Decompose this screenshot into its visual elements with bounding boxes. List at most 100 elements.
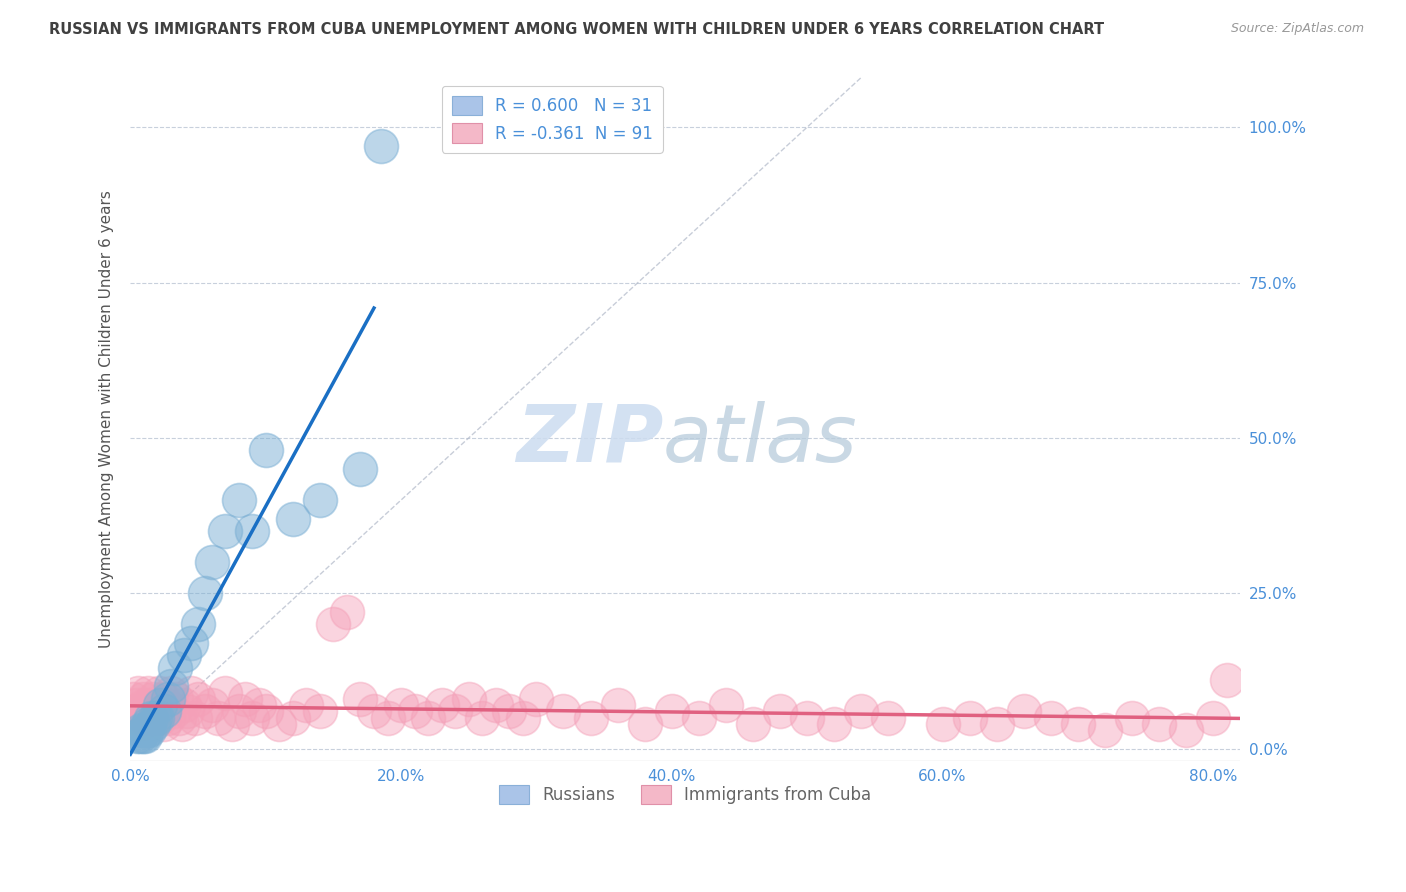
Point	[526, 692, 548, 706]
Point	[512, 710, 534, 724]
Point	[139, 710, 162, 724]
Point	[132, 723, 155, 737]
Point	[214, 686, 236, 700]
Point	[370, 138, 392, 153]
Point	[1039, 710, 1062, 724]
Point	[1147, 716, 1170, 731]
Point	[143, 710, 166, 724]
Point	[131, 729, 153, 743]
Point	[404, 704, 426, 718]
Point	[1094, 723, 1116, 737]
Point	[579, 710, 602, 724]
Point	[136, 716, 159, 731]
Point	[389, 698, 412, 713]
Text: atlas: atlas	[664, 401, 858, 479]
Point	[1202, 710, 1225, 724]
Point	[155, 698, 177, 713]
Point	[153, 704, 176, 718]
Point	[134, 698, 156, 713]
Point	[986, 716, 1008, 731]
Point	[150, 704, 173, 718]
Point	[322, 617, 344, 632]
Point	[187, 617, 209, 632]
Text: ZIP: ZIP	[516, 401, 664, 479]
Point	[129, 723, 152, 737]
Point	[125, 698, 148, 713]
Point	[141, 710, 163, 724]
Point	[606, 698, 628, 713]
Point	[823, 716, 845, 731]
Point	[136, 686, 159, 700]
Point	[742, 716, 765, 731]
Point	[145, 710, 167, 724]
Point	[131, 692, 153, 706]
Point	[207, 710, 229, 724]
Point	[132, 710, 155, 724]
Point	[377, 710, 399, 724]
Point	[173, 648, 195, 663]
Point	[457, 692, 479, 706]
Point	[187, 692, 209, 706]
Point	[254, 443, 277, 458]
Point	[135, 704, 157, 718]
Point	[127, 729, 149, 743]
Point	[553, 704, 575, 718]
Point	[160, 686, 183, 700]
Point	[228, 493, 250, 508]
Point	[661, 704, 683, 718]
Point	[336, 605, 359, 619]
Point	[127, 686, 149, 700]
Point	[1121, 710, 1143, 724]
Point	[769, 704, 792, 718]
Point	[194, 704, 217, 718]
Point	[124, 704, 146, 718]
Point	[235, 692, 257, 706]
Point	[269, 716, 291, 731]
Point	[498, 704, 520, 718]
Point	[149, 698, 172, 713]
Point	[139, 698, 162, 713]
Point	[485, 698, 508, 713]
Point	[931, 716, 953, 731]
Point	[959, 710, 981, 724]
Point	[200, 698, 222, 713]
Point	[1175, 723, 1198, 737]
Point	[200, 555, 222, 569]
Point	[1067, 716, 1090, 731]
Point	[165, 692, 187, 706]
Text: RUSSIAN VS IMMIGRANTS FROM CUBA UNEMPLOYMENT AMONG WOMEN WITH CHILDREN UNDER 6 Y: RUSSIAN VS IMMIGRANTS FROM CUBA UNEMPLOY…	[49, 22, 1104, 37]
Point	[134, 729, 156, 743]
Point	[247, 698, 270, 713]
Point	[363, 704, 385, 718]
Point	[153, 716, 176, 731]
Point	[308, 493, 330, 508]
Point	[122, 692, 145, 706]
Point	[148, 686, 170, 700]
Point	[308, 704, 330, 718]
Point	[796, 710, 818, 724]
Point	[714, 698, 737, 713]
Point	[176, 704, 198, 718]
Point	[142, 716, 165, 731]
Point	[281, 710, 304, 724]
Point	[221, 716, 243, 731]
Point	[281, 511, 304, 525]
Point	[418, 710, 440, 724]
Point	[240, 524, 263, 538]
Point	[146, 710, 169, 724]
Point	[688, 710, 710, 724]
Point	[157, 710, 180, 724]
Point	[180, 686, 202, 700]
Point	[180, 636, 202, 650]
Point	[146, 698, 169, 713]
Point	[254, 704, 277, 718]
Point	[851, 704, 873, 718]
Point	[444, 704, 467, 718]
Point	[173, 698, 195, 713]
Text: Source: ZipAtlas.com: Source: ZipAtlas.com	[1230, 22, 1364, 36]
Point	[138, 716, 160, 731]
Point	[194, 586, 217, 600]
Point	[214, 524, 236, 538]
Point	[295, 698, 318, 713]
Point	[135, 723, 157, 737]
